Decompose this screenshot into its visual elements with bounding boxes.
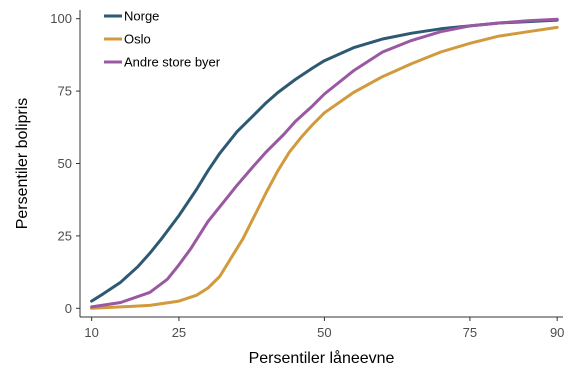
x-ticks: 10 25 50 75 90	[84, 317, 564, 340]
series-line-andre-store-byer	[90, 17, 559, 309]
y-axis-title: Persentiler bolipris	[14, 98, 31, 230]
y-tick-label-50: 50	[58, 156, 72, 171]
legend-label-norge: Norge	[124, 9, 159, 24]
y-ticks: 0 25 50 75 100	[50, 11, 80, 316]
x-tick-label-25: 25	[172, 325, 186, 340]
series-line-oslo	[90, 25, 559, 310]
x-tick-label-90: 90	[550, 325, 564, 340]
series-layer	[90, 17, 559, 310]
legend: Norge Oslo Andre store byer	[104, 9, 221, 70]
x-tick-label-75: 75	[463, 325, 477, 340]
y-tick-label-25: 25	[58, 228, 72, 243]
x-tick-label-10: 10	[84, 325, 98, 340]
series-line-norge	[90, 18, 559, 303]
x-tick-label-50: 50	[317, 325, 331, 340]
y-tick-label-0: 0	[65, 301, 72, 316]
y-tick-label-100: 100	[50, 11, 72, 26]
y-tick-label-75: 75	[58, 84, 72, 99]
legend-label-oslo: Oslo	[124, 32, 151, 47]
x-axis-title: Persentiler låneevne	[249, 349, 395, 367]
legend-label-andre-store-byer: Andre store byer	[124, 55, 221, 70]
